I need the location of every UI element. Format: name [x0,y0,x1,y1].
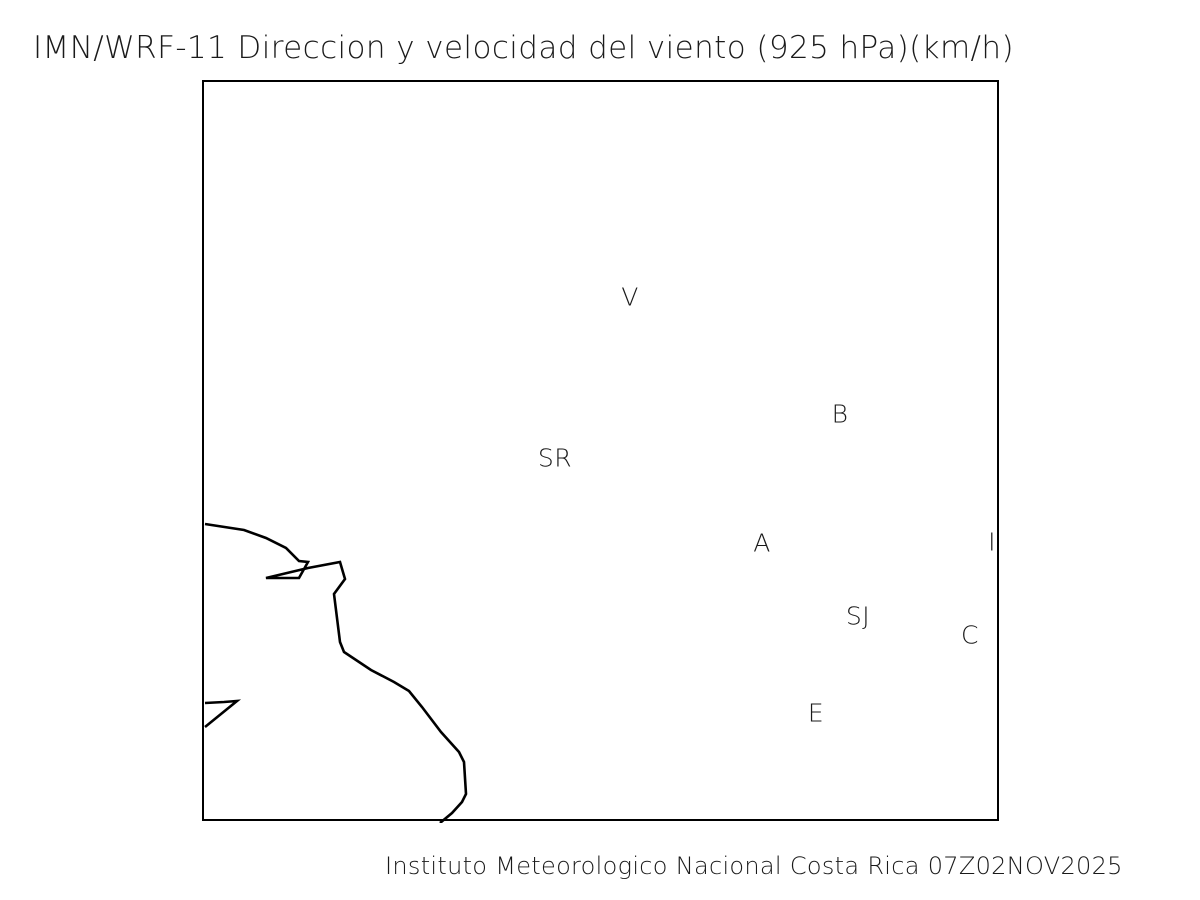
station-label-b: B [831,399,849,429]
station-label-a: A [753,528,771,558]
station-label-e: E [807,698,825,728]
station-label-c: C [961,620,979,650]
coastline-path [204,699,242,729]
coastline-path [204,522,468,823]
station-label-sj: SJ [845,601,871,631]
station-label-sr: SR [537,443,573,473]
station-label-v: V [621,282,639,312]
footer-credit: Instituto Meteorologico Nacional Costa R… [385,852,1123,880]
page-title: IMN/WRF-11 Direccion y velocidad del vie… [33,30,1014,66]
coastline-svg [204,522,468,823]
map-frame: V B SR A I SJ C E [202,80,999,823]
coastline-group [204,522,468,823]
station-label-i: I [988,527,996,557]
